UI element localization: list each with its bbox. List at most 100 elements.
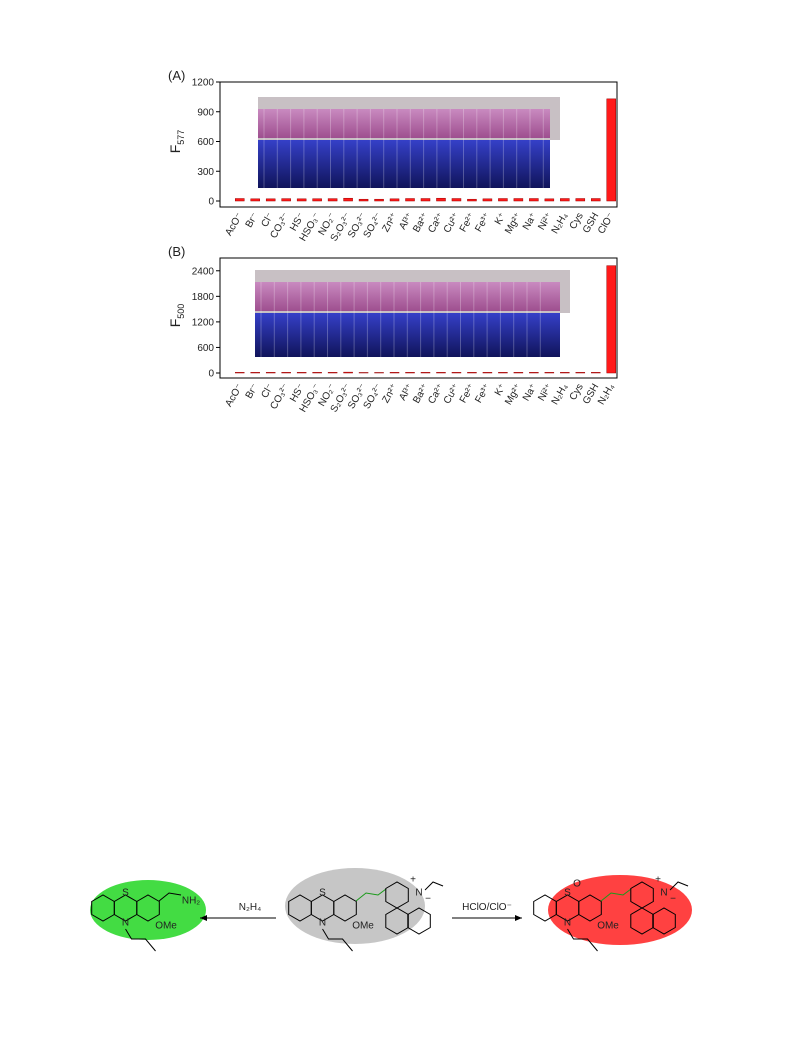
arrowhead <box>515 915 522 921</box>
y-tick-label: 1200 <box>192 78 215 89</box>
bar <box>281 372 291 374</box>
bar <box>451 198 462 202</box>
atom-label: NH₂ <box>182 896 200 907</box>
ring <box>407 907 431 935</box>
ring <box>652 907 676 935</box>
photo-inset <box>255 282 560 311</box>
propargyl <box>567 928 598 952</box>
y-axis-label-main: F <box>167 319 183 328</box>
vinyl <box>600 888 632 902</box>
atom-label: N <box>660 888 667 899</box>
bar <box>513 198 524 202</box>
reagent: HClO/ClO⁻ <box>462 902 512 913</box>
y-tick-label: 0 <box>208 369 214 380</box>
x-tick-label: Fe²⁺ <box>458 382 478 405</box>
panel-label: (A) <box>168 68 185 83</box>
bar <box>529 372 539 374</box>
bar <box>389 198 400 202</box>
y-axis-label: F577 <box>167 130 186 154</box>
atom-label: − <box>425 894 431 905</box>
bar <box>575 372 586 374</box>
bar <box>467 372 477 374</box>
x-tick-label: K⁺ <box>493 211 509 227</box>
atom-label: N <box>415 888 422 899</box>
gray-highlight <box>285 868 425 944</box>
bar <box>498 372 508 374</box>
ethyl <box>669 881 689 891</box>
x-tick-label: Zn²⁺ <box>380 382 400 405</box>
atom-label: + <box>655 875 661 886</box>
bar <box>420 198 431 202</box>
bar <box>451 372 462 374</box>
bar <box>234 372 245 374</box>
bar <box>374 372 384 374</box>
y-axis-label-sub: 500 <box>176 304 186 319</box>
photo-inset <box>258 140 550 188</box>
propargyl <box>322 928 353 952</box>
x-tick-label: AcO⁻ <box>223 382 245 409</box>
green-highlight <box>90 880 206 940</box>
bar <box>374 198 384 202</box>
red-highlight <box>548 875 692 945</box>
photo-inset <box>258 109 550 138</box>
x-tick-label: Cu²⁺ <box>442 211 462 235</box>
bar <box>467 198 477 202</box>
bar <box>234 198 245 202</box>
bar <box>389 372 400 374</box>
x-tick-label: Br⁻ <box>244 382 261 401</box>
x-tick-label: AcO⁻ <box>223 211 245 238</box>
bar <box>250 198 260 202</box>
ring <box>136 894 160 922</box>
bar <box>420 372 431 374</box>
atom-label: N <box>319 918 326 929</box>
ring <box>578 894 602 922</box>
bar <box>327 372 338 374</box>
plot-frame <box>219 81 618 208</box>
x-tick-label: Fe³⁺ <box>473 211 493 234</box>
atom-label: OMe <box>352 921 374 932</box>
y-tick-label: 600 <box>197 137 214 148</box>
arrowhead <box>200 915 207 921</box>
x-tick-label: Na⁺ <box>521 211 540 232</box>
reagent: N₂H₄ <box>239 902 261 913</box>
plot-frame <box>219 257 618 379</box>
y-tick-label: 0 <box>208 197 214 208</box>
propargyl <box>125 928 156 952</box>
atom-label: S <box>319 888 326 899</box>
atom-label: O <box>573 879 581 890</box>
bar <box>482 198 493 202</box>
bar <box>498 198 508 202</box>
atom-label: OMe <box>155 921 177 932</box>
bar <box>358 198 369 202</box>
bar <box>296 372 307 374</box>
ring <box>333 894 357 922</box>
bar <box>281 198 291 202</box>
bar <box>560 372 570 374</box>
bar <box>591 198 601 202</box>
x-tick-label: Mg²⁺ <box>503 382 524 407</box>
bar <box>343 197 353 202</box>
bar <box>265 372 276 374</box>
bar <box>343 371 353 374</box>
side-chain <box>158 892 182 902</box>
y-tick-label: 1800 <box>192 292 215 303</box>
bar <box>544 198 555 202</box>
y-axis-label: F500 <box>167 304 186 328</box>
y-tick-label: 1200 <box>192 317 215 328</box>
x-tick-label: Fe²⁺ <box>458 211 478 234</box>
x-tick-label: N₂H₄ <box>550 382 571 407</box>
bar <box>312 198 322 202</box>
bar <box>560 198 570 202</box>
x-tick-label: Fe³⁺ <box>473 382 493 405</box>
bar <box>529 198 539 202</box>
atom-label: N <box>564 918 571 929</box>
y-tick-label: 600 <box>197 343 214 354</box>
x-tick-label: N₂H₄ <box>596 382 617 407</box>
bar <box>544 372 555 374</box>
atom-label: OMe <box>597 921 619 932</box>
x-tick-label: Na⁺ <box>521 382 540 403</box>
bar <box>250 372 260 374</box>
atom-label: + <box>410 875 416 886</box>
atom-label: N <box>122 918 129 929</box>
